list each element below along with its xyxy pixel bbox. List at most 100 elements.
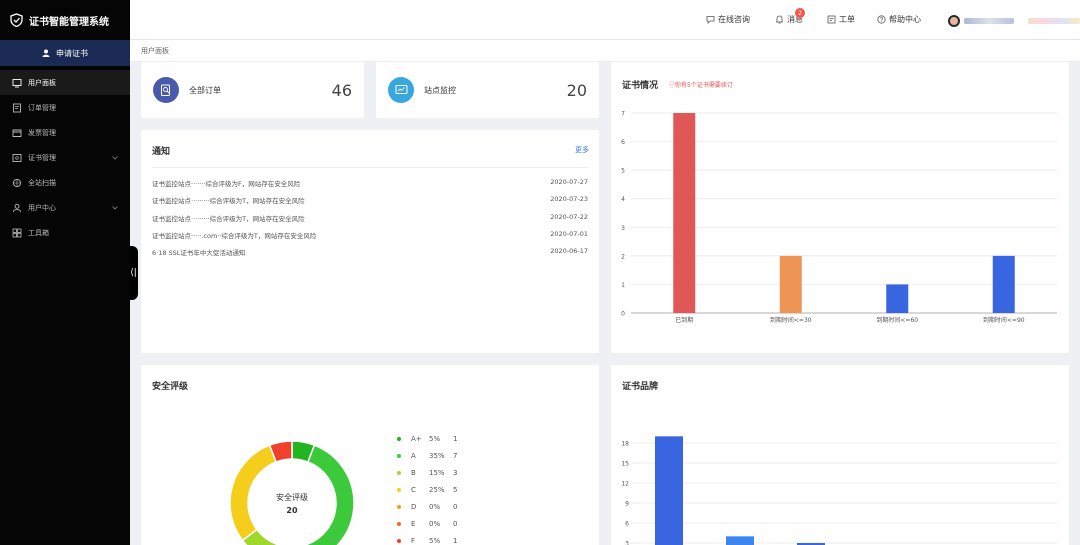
shield-check-icon	[10, 13, 23, 27]
bar[interactable]	[655, 436, 683, 545]
y-tick-label: 6	[621, 139, 625, 146]
messages-link[interactable]: 消息 2	[775, 8, 805, 25]
legend-dot	[397, 437, 401, 441]
sidebar: 证书智能管理系统 申请证书 用户面板订单管理发票管理证书管理 全站扫描 用户中心 工具…	[0, 0, 130, 545]
notice-item[interactable]: 证书监控站点·······综合评级为F，网站存在安全风险 2020-07-27	[152, 178, 588, 190]
app-logo[interactable]: 证书智能管理系统	[0, 0, 130, 40]
legend-grade: B	[411, 469, 416, 477]
x-tick-label: 到期时间<=90	[983, 316, 1025, 324]
notice-date: 2020-07-22	[550, 212, 588, 221]
legend-count: 0	[453, 503, 458, 511]
donut-center-label: 安全评级	[276, 492, 308, 502]
cert-brand-card: 证书品牌 3 6 9 12 15 18	[611, 365, 1069, 545]
sidebar-menu: 用户面板订单管理发票管理证书管理 全站扫描 用户中心 工具箱	[0, 70, 130, 245]
user-icon	[12, 203, 22, 213]
username-redacted	[964, 18, 1014, 24]
tickets-link[interactable]: 工单	[827, 14, 855, 25]
bar[interactable]	[797, 543, 825, 545]
stat-value: 20	[566, 80, 587, 100]
donut-center-value: 20	[286, 506, 298, 515]
legend-percent: 0%	[429, 503, 441, 511]
cert-status-title: 证书情况	[622, 81, 659, 91]
messages-badge: 2	[795, 8, 805, 18]
chevron-down-icon	[112, 154, 118, 162]
invoice-icon	[12, 128, 22, 138]
cert-status-card: 证书情况 ⓘ你有5个证书需要续订 0 1 2 3 4 5 6 7 已到期 到期时间<=30 到期时间…	[611, 62, 1069, 353]
cert-brand-chart: 3 6 9 12 15 18	[621, 436, 1057, 545]
help-icon	[877, 15, 886, 24]
y-tick-label: 0	[621, 311, 625, 318]
y-tick-label: 2	[621, 253, 625, 260]
sidebar-item-certificate[interactable]: 证书管理	[0, 145, 130, 170]
sidebar-item-invoice[interactable]: 发票管理	[0, 120, 130, 145]
bar[interactable]	[779, 255, 802, 313]
legend-grade: D	[411, 503, 417, 511]
online-consult-link[interactable]: 在线咨询	[706, 14, 750, 25]
sidebar-item-user[interactable]: 用户中心	[0, 195, 130, 220]
breadcrumb: 用户面板	[130, 40, 1080, 62]
legend-grade: E	[411, 520, 416, 528]
sidebar-item-toolbox[interactable]: 工具箱	[0, 220, 130, 245]
x-tick-label: 已到期	[675, 316, 693, 324]
stat-card-monitor[interactable]: 站点监控 20	[376, 62, 599, 118]
user-menu[interactable]	[948, 15, 1080, 27]
legend-dot	[397, 471, 401, 475]
notice-more-link[interactable]: 更多	[575, 146, 589, 154]
x-tick-label: 到期时间<=60	[876, 316, 918, 324]
y-tick-label: 18	[621, 441, 629, 448]
sidebar-item-label: 发票管理	[28, 128, 56, 137]
legend-percent: 15%	[429, 469, 445, 477]
donut-slice[interactable]	[268, 440, 293, 463]
notice-text: 证书监控站点·····.com··综合评级为T，网站存在安全风险	[152, 231, 317, 240]
account-info-redacted	[1028, 18, 1080, 24]
legend-item: A+ 5% 1	[397, 435, 457, 443]
x-tick-label: 到期时间<=30	[770, 316, 812, 324]
donut-slice[interactable]	[300, 444, 355, 545]
legend-item: D 0% 0	[397, 503, 457, 511]
app-title: 证书智能管理系统	[29, 16, 109, 28]
legend-count: 3	[453, 469, 458, 477]
renewal-warning-text: 你有5个证书需要续订	[675, 82, 733, 89]
orders-icon	[153, 77, 179, 103]
legend-dot	[397, 454, 401, 458]
legend-item: C 25% 5	[397, 486, 457, 494]
bar[interactable]	[726, 536, 754, 545]
notice-item[interactable]: 证书监控站点·········综合评级为T，网站存在安全风险 2020-07-22	[152, 213, 588, 225]
sidebar-item-label: 订单管理	[28, 103, 56, 112]
notice-date: 2020-07-23	[550, 195, 588, 204]
y-tick-label: 9	[625, 501, 629, 508]
help-center-label: 帮助中心	[889, 15, 921, 24]
sidebar-item-dashboard[interactable]: 用户面板	[0, 70, 130, 95]
legend-count: 1	[453, 537, 458, 545]
help-center-link[interactable]: 帮助中心	[877, 14, 921, 25]
legend-grade: F	[411, 537, 416, 545]
legend-item: A 35% 7	[397, 452, 457, 460]
bar[interactable]	[992, 255, 1015, 313]
notice-item[interactable]: 证书监控站点·········综合评级为T，网站存在安全风险 2020-07-23	[152, 195, 588, 207]
sidebar-collapse-button[interactable]: ⟨|	[129, 246, 138, 300]
legend-count: 7	[453, 452, 458, 460]
legend-count: 1	[453, 435, 458, 443]
sidebar-item-order[interactable]: 订单管理	[0, 95, 130, 120]
user-icon	[42, 49, 50, 57]
notice-item[interactable]: 证书监控站点·····.com··综合评级为T，网站存在安全风险 2020-07-…	[152, 230, 588, 242]
bar[interactable]	[673, 113, 696, 313]
stat-card-orders[interactable]: 全部订单 46	[141, 62, 364, 118]
sidebar-item-scan[interactable]: 全站扫描	[0, 170, 130, 195]
apply-certificate-button[interactable]: 申请证书	[0, 40, 130, 66]
notice-date: 2020-07-01	[550, 229, 588, 238]
notice-text: 证书监控站点·······综合评级为F，网站存在安全风险	[152, 180, 301, 188]
renewal-warning: ⓘ你有5个证书需要续订	[669, 80, 733, 89]
warning-icon: ⓘ	[669, 82, 676, 89]
certificate-icon	[12, 153, 22, 163]
apply-certificate-label: 申请证书	[56, 48, 88, 58]
legend-dot	[397, 505, 401, 509]
y-tick-label: 6	[625, 521, 629, 528]
legend-grade: C	[411, 486, 416, 494]
legend-grade: A+	[411, 435, 422, 443]
chat-icon	[706, 16, 715, 24]
notice-item[interactable]: 6·18 SSL证书年中大促活动通知 2020-06-17	[152, 247, 588, 259]
donut-slice[interactable]	[229, 444, 278, 542]
legend-percent: 0%	[429, 520, 441, 528]
bar[interactable]	[886, 284, 909, 313]
